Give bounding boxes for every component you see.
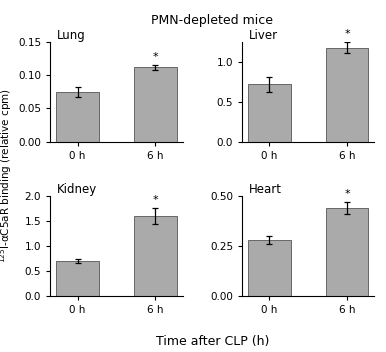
Bar xyxy=(326,48,368,142)
Bar xyxy=(134,216,176,296)
Text: Lung: Lung xyxy=(57,29,86,42)
Text: $^{125}$I-αC5aR binding (relative cpm): $^{125}$I-αC5aR binding (relative cpm) xyxy=(0,89,14,263)
Bar xyxy=(134,68,176,142)
Bar xyxy=(248,240,291,296)
Bar xyxy=(326,208,368,296)
Text: PMN-depleted mice: PMN-depleted mice xyxy=(151,14,273,27)
Bar xyxy=(56,92,99,142)
Bar xyxy=(248,84,291,142)
Text: Time after CLP (h): Time after CLP (h) xyxy=(156,335,269,348)
Text: Kidney: Kidney xyxy=(57,183,97,196)
Bar xyxy=(56,262,99,296)
Text: *: * xyxy=(344,189,350,199)
Text: *: * xyxy=(152,195,158,205)
Text: *: * xyxy=(344,29,350,39)
Text: Liver: Liver xyxy=(249,29,278,42)
Text: Heart: Heart xyxy=(249,183,282,196)
Text: *: * xyxy=(152,52,158,62)
